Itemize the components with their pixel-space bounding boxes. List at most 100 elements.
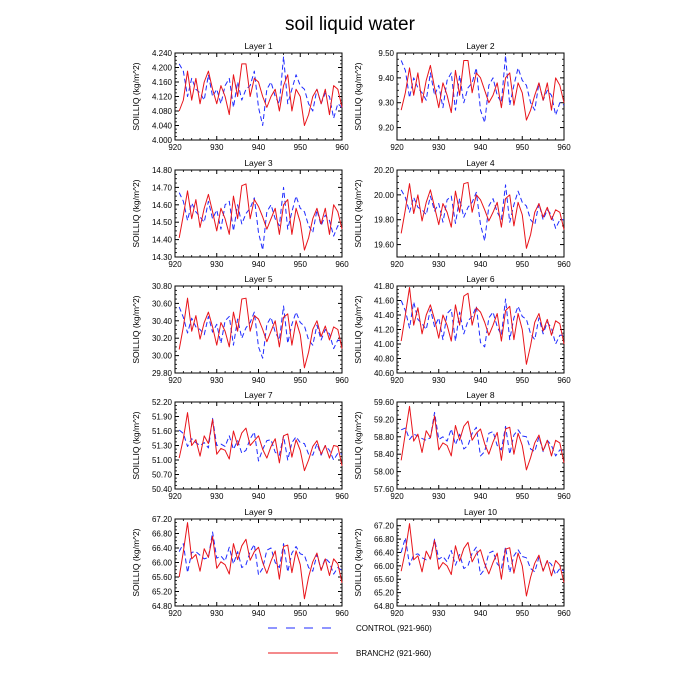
x-tick-label: 940 <box>252 376 266 385</box>
y-tick-label: 50.40 <box>152 485 173 494</box>
x-tick-label: 940 <box>252 609 266 618</box>
y-tick-label: 20.00 <box>374 191 395 200</box>
x-tick-label: 960 <box>335 609 349 618</box>
y-axis-label: SOILLIQ (kg/m^2) <box>353 528 363 596</box>
panel-title: Layer 9 <box>244 507 273 517</box>
y-tick-label: 4.080 <box>152 107 173 116</box>
y-axis-label: SOILLIQ (kg/m^2) <box>353 179 363 247</box>
plot-frame <box>396 169 565 258</box>
x-tick-label: 920 <box>390 143 404 152</box>
y-tick-label: 65.60 <box>374 575 395 584</box>
x-tick-label: 940 <box>474 609 488 618</box>
x-tick-label: 950 <box>294 376 308 385</box>
x-tick-label: 940 <box>252 260 266 269</box>
y-tick-label: 57.60 <box>374 485 395 494</box>
x-tick-label: 920 <box>390 492 404 501</box>
y-axis-label: SOILLIQ (kg/m^2) <box>131 62 141 130</box>
x-tick-label: 960 <box>335 260 349 269</box>
x-tick-label: 920 <box>390 260 404 269</box>
series-control-line <box>400 411 565 457</box>
x-tick-label: 930 <box>210 492 224 501</box>
panel-layer-8: Layer 8 SOILLIQ (kg/m^2) 920 930 940 950 960 57… <box>353 390 571 501</box>
legend-branch-label: BRANCH2 (921-960) <box>356 649 431 658</box>
x-tick-label: 920 <box>168 376 182 385</box>
y-tick-label: 14.70 <box>152 183 173 192</box>
y-tick-label: 4.160 <box>152 78 173 87</box>
y-tick-label: 66.40 <box>374 548 395 557</box>
series-control-line <box>178 56 343 126</box>
panel-layer-4: Layer 4 SOILLIQ (kg/m^2) 920 930 940 950 960 19… <box>353 158 571 269</box>
y-tick-label: 41.40 <box>374 311 395 320</box>
y-tick-label: 30.00 <box>152 352 173 361</box>
y-tick-label: 65.60 <box>152 573 173 582</box>
x-tick-label: 950 <box>516 143 530 152</box>
panel-layer-6: Layer 6 SOILLIQ (kg/m^2) 920 930 940 950 960 40… <box>353 274 571 385</box>
y-tick-label: 30.40 <box>152 317 173 326</box>
x-tick-label: 920 <box>168 260 182 269</box>
plot-frame <box>396 518 565 607</box>
y-tick-label: 67.20 <box>374 522 395 531</box>
series-branch-line <box>178 63 343 126</box>
y-tick-label: 58.00 <box>374 468 395 477</box>
x-tick-label: 930 <box>210 143 224 152</box>
y-tick-label: 9.50 <box>378 49 394 58</box>
x-tick-label: 940 <box>252 143 266 152</box>
panel-title: Layer 6 <box>466 274 495 284</box>
series-branch-line <box>400 286 565 365</box>
panel-title: Layer 8 <box>466 390 495 400</box>
y-axis-label: SOILLIQ (kg/m^2) <box>131 411 141 479</box>
y-tick-label: 14.50 <box>152 218 173 227</box>
legend-control-label: CONTROL (921-960) <box>356 624 432 633</box>
x-tick-label: 960 <box>557 143 571 152</box>
x-tick-label: 930 <box>432 609 446 618</box>
y-tick-label: 9.40 <box>378 74 394 83</box>
series-control-line <box>400 54 565 124</box>
y-tick-label: 67.20 <box>152 515 173 524</box>
y-tick-label: 59.60 <box>374 398 395 407</box>
x-tick-label: 930 <box>432 492 446 501</box>
x-tick-label: 960 <box>557 609 571 618</box>
x-tick-label: 930 <box>432 260 446 269</box>
y-tick-label: 51.90 <box>152 413 173 422</box>
y-axis-label: SOILLIQ (kg/m^2) <box>353 62 363 130</box>
panel-layer-1: Layer 1 SOILLIQ (kg/m^2) 920 930 940 950 960 4.… <box>131 41 349 152</box>
x-tick-label: 920 <box>390 609 404 618</box>
y-tick-label: 14.30 <box>152 253 173 262</box>
y-axis-label: SOILLIQ (kg/m^2) <box>131 528 141 596</box>
y-tick-label: 4.200 <box>152 64 173 73</box>
y-tick-label: 4.240 <box>152 49 173 58</box>
plot-frame <box>174 518 343 607</box>
y-tick-label: 14.60 <box>152 201 173 210</box>
y-tick-label: 19.80 <box>374 216 395 225</box>
panel-title: Layer 3 <box>244 158 273 168</box>
y-tick-label: 66.00 <box>152 559 173 568</box>
y-tick-label: 41.00 <box>374 340 395 349</box>
series-branch-line <box>400 181 565 249</box>
plot-frame <box>174 52 343 141</box>
series-control-line <box>400 298 564 348</box>
series-control-line <box>178 186 343 251</box>
x-tick-label: 950 <box>516 376 530 385</box>
x-tick-label: 930 <box>210 260 224 269</box>
panel-title: Layer 5 <box>244 274 273 284</box>
panel-layer-9: Layer 9 SOILLIQ (kg/m^2) 920 930 940 950 960 64… <box>131 507 349 618</box>
panels-group: Layer 1 SOILLIQ (kg/m^2) 920 930 940 950 960 4.… <box>131 41 571 618</box>
legend: CONTROL (921-960) BRANCH2 (921-960) <box>268 624 432 658</box>
x-tick-label: 930 <box>432 143 446 152</box>
y-tick-label: 64.80 <box>374 602 395 611</box>
plot-frame <box>396 285 565 374</box>
y-tick-label: 59.20 <box>374 415 395 424</box>
x-tick-label: 930 <box>210 609 224 618</box>
x-tick-label: 960 <box>335 492 349 501</box>
series-branch-line <box>178 522 343 600</box>
series-control-line <box>178 531 343 576</box>
series-branch-line <box>400 405 565 471</box>
panel-title: Layer 1 <box>244 41 273 51</box>
series-branch-line <box>400 523 565 597</box>
y-tick-label: 9.30 <box>378 99 394 108</box>
figure-title: soil liquid water <box>285 14 416 35</box>
y-tick-label: 9.20 <box>378 124 394 133</box>
x-tick-label: 950 <box>516 492 530 501</box>
y-tick-label: 29.80 <box>152 369 173 378</box>
x-tick-label: 920 <box>168 609 182 618</box>
